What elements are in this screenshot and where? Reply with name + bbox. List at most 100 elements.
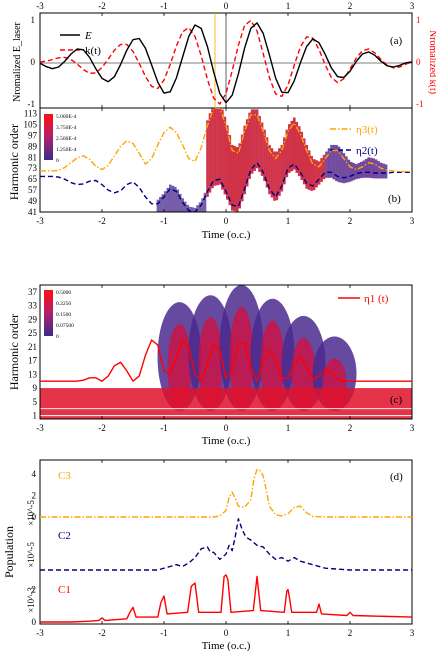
heatmap-b-cell [305,144,308,189]
heatmap-b-cell [169,184,172,212]
y-axis-label-d: Population [2,526,16,578]
heatmap-b-cell [253,109,256,171]
y-tick-label: 33 [28,301,38,311]
heatmap-b-cell [268,144,271,195]
heatmap-c-core [198,317,223,409]
series-e-line [39,22,413,104]
y-tick-label: 1 [416,15,421,25]
heatmap-b-cell [293,117,296,170]
legend-b-label-eta3: η3(t) [356,124,378,136]
heatmap-b-cell [161,194,165,212]
heatmap-b-cell [280,144,284,192]
y-tick-label: 65 [28,174,38,184]
panel-label-a: (a) [390,35,403,47]
heatmap-b-cell [362,160,366,178]
colorbar-b: 5.000E-4 3.750E-4 2.500E-4 1.250E-4 0 [44,114,77,164]
axis-ticks: -3 -2 -1 0 1 2 3 -3 -2 -1 0 1 2 3 -3 -2 -1 0 1 2 3 -3 -2 -1 0 1 2 3… [24,1,424,638]
x-tick-label: 3 [410,423,415,433]
x-tick-label: 1 [286,628,291,638]
label-c2: C2 [58,530,71,542]
y-tick-label: 13 [28,369,38,379]
y-tick-label: 81 [28,152,37,162]
heatmap-b-cell [302,138,306,185]
colorbar-c-label-1: 0.2250 [56,301,71,307]
x-tick-label: -2 [98,1,106,11]
heatmap-b-cell [310,155,313,191]
heatmap-b-cell [231,144,234,211]
scale-factor-c2: ×10^-5 [26,542,36,568]
panel-c-heatmap [40,285,412,419]
x-tick-label: -3 [36,216,44,226]
heatmap-c-core [260,320,285,409]
heatmap-b-cell [218,108,222,185]
curves [39,19,413,623]
y-tick-label: 105 [24,119,38,129]
heatmap-b-cell [327,148,331,178]
heatmap-b-cell [228,135,232,206]
heatmap-b-cell [285,129,289,178]
legend-a-label-e: E [84,30,92,42]
heatmap-b-cell [347,159,351,183]
x-tick-label: -1 [160,628,168,638]
heatmap-b-cell [337,146,341,183]
x-tick-label: -1 [160,1,168,11]
y-axis-label-a-right: Nromalized k(t) [427,30,436,94]
colorbar-b-gradient [44,114,53,160]
legend-a: E k(t) [60,30,101,57]
panel-b-heatmap [156,108,388,212]
x-axis-label-d: Time (o.c.) [202,640,251,652]
scale-factor-c1: ×10^-3 [26,587,36,613]
panel-label-c: (c) [390,394,403,406]
y-tick-label: 1 [31,15,36,25]
legend-a-label-k: k(t) [85,45,101,57]
heatmap-b-cell [201,198,204,212]
y-tick-label: 97 [28,130,38,140]
heatmap-b-cell [258,115,261,173]
panel-d-frame [39,459,413,625]
heatmap-b-cell [164,191,167,212]
legend-b: η3(t) η2(t) [330,124,378,157]
colorbar-c-label-3: 0.07500 [56,323,74,329]
heatmap-b-cell [290,120,294,172]
colorbar-b-label-1: 3.750E-4 [56,125,77,131]
x-tick-label: 0 [224,216,229,226]
x-tick-label: -1 [160,423,168,433]
heatmap-b-cell [166,187,170,212]
heatmap-b-cell [245,119,249,187]
heatmap-b-cell [178,193,182,212]
x-tick-label: -3 [36,423,44,433]
colorbar-c-gradient [44,290,53,336]
heatmap-b-cell [203,192,207,212]
heatmap-b-cell [173,186,177,212]
colorbar-c-label-4: 0 [56,334,59,340]
label-c1: C1 [58,584,71,596]
y-tick-label: 2 [32,490,37,500]
y-tick-label: 0 [31,57,36,67]
x-tick-label: 2 [348,423,353,433]
heatmap-b-cell [283,137,286,185]
heatmap-b-cell [216,108,219,186]
y-axis-label-b: Harmonic order [7,124,21,200]
series-c3-line [40,468,412,518]
heatmap-b-cell [379,162,383,179]
colorbar-c-label-0: 0.5000 [56,290,71,296]
x-tick-label: 2 [348,1,353,11]
heatmap-b-cell [235,147,239,212]
heatmap-b-cell [265,137,269,188]
y-tick-label: 21 [28,342,37,352]
heatmap-b-cell [273,151,276,201]
y-axis-label-a-left: Nromalized E_laser [12,21,23,101]
heatmap-b-cell [315,160,318,188]
heatmap-b-cell [322,154,326,180]
heatmap-b-cell [211,108,214,189]
x-tick-label: 2 [348,216,353,226]
heatmap-b-cell [206,120,209,197]
heatmap-b-cell [226,125,229,200]
heatmap-b-cell [345,156,348,183]
panel-label-b: (b) [388,193,401,205]
x-tick-label: 0 [224,1,229,11]
heatmap-b-cell [213,108,217,186]
x-tick-label: 3 [410,216,415,226]
series-eta1-line [40,339,412,382]
y-tick-label: 0 [416,57,421,67]
